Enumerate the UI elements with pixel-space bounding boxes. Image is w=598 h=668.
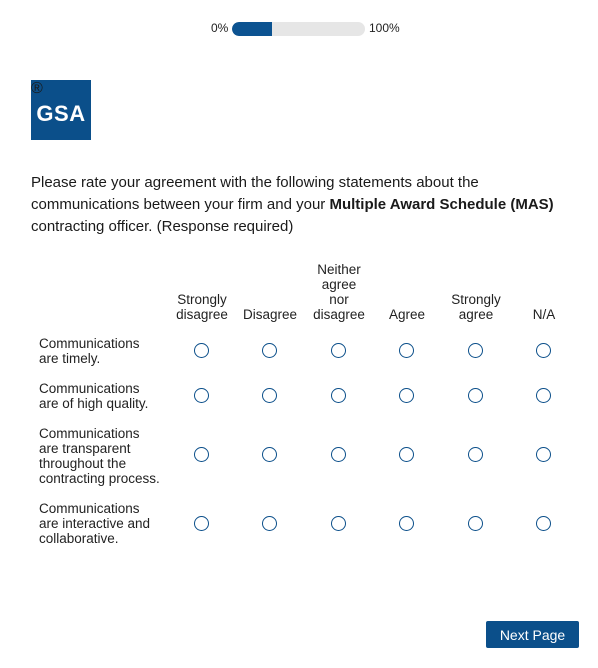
rating-radio[interactable] [468,447,483,462]
rating-radio[interactable] [331,516,346,531]
column-header: Disagree [230,307,310,322]
question-text: Please rate your agreement with the foll… [31,172,576,238]
logo-text: GSA [36,101,86,126]
rating-radio[interactable] [399,388,414,403]
statement-label-line: Communications [39,336,140,351]
rating-radio[interactable] [399,516,414,531]
statement-label: Communications are of high quality. [39,381,167,411]
rating-radio[interactable] [536,447,551,462]
progress-track [232,22,365,36]
rating-radio[interactable] [262,388,277,403]
statement-label-line: are interactive and [39,516,151,531]
statement-label: Communications are transparent throughout … [39,426,167,486]
column-header: Strongly agree [436,292,516,322]
column-header-line: nor [329,292,349,307]
column-header: Agree [367,307,447,322]
rating-radio[interactable] [536,343,551,358]
statement-label-line: contracting process. [39,471,160,486]
column-header-line: Agree [388,307,426,322]
column-header: Strongly disagree [162,292,242,322]
column-header-line: Disagree [242,307,298,322]
statement-label-line: are timely. [39,351,101,366]
gsa-logo: GSA [31,80,91,140]
question-text-before: Please rate your agreement with the foll… [31,174,479,213]
rating-radio[interactable] [468,516,483,531]
progress-fill [232,22,272,36]
rating-radio[interactable] [536,388,551,403]
rating-radio[interactable] [536,516,551,531]
column-header: N/A [504,307,584,322]
statement-label-line: are of high quality. [39,396,149,411]
rating-scale-header: Strongly disagree Disagree Neither agree nor d… [0,260,598,322]
column-header-line: Strongly [451,292,501,307]
rating-radio[interactable] [262,343,277,358]
rating-radio[interactable] [468,343,483,358]
rating-radio[interactable] [331,388,346,403]
column-header-line: Strongly [177,292,227,307]
rating-radio[interactable] [262,447,277,462]
rating-radio[interactable] [194,447,209,462]
rating-radio[interactable] [399,447,414,462]
statement-label-line: Communications [39,381,140,396]
question-text-after: contracting officer. (Response required) [31,218,294,235]
column-header-line: Neither [317,262,361,277]
statement-label: Communications are interactive and collabo… [39,501,167,546]
column-header-line: disagree [176,307,228,322]
next-page-button[interactable]: Next Page [486,621,579,648]
question-bold-text: Multiple Award Schedule (MAS) [329,196,554,213]
rating-radio[interactable] [194,343,209,358]
progress-end-label: 100% [369,21,400,35]
statement-label-line: Communications [39,501,140,516]
column-header-line: agree [321,277,357,292]
rating-radio[interactable] [331,343,346,358]
statement-label-line: collaborative. [39,531,119,546]
rating-radio[interactable] [194,388,209,403]
progress-indicator: 0% 100% [0,20,598,36]
rating-radio[interactable] [194,516,209,531]
progress-start-label: 0% [211,21,229,35]
statement-label-line: throughout the [39,456,127,471]
statement-label-line: Communications [39,426,140,441]
rating-radio[interactable] [468,388,483,403]
registered-mark: ® [31,80,43,97]
statement-label-line: are transparent [39,441,131,456]
column-header-line: agree [458,307,494,322]
rating-radio[interactable] [331,447,346,462]
column-header: Neither agree nor disagree [299,262,379,322]
column-header-line: disagree [313,307,365,322]
rating-radio[interactable] [399,343,414,358]
statement-label: Communications are timely. [39,336,167,366]
rating-radio[interactable] [262,516,277,531]
column-header-line: N/A [532,307,556,322]
